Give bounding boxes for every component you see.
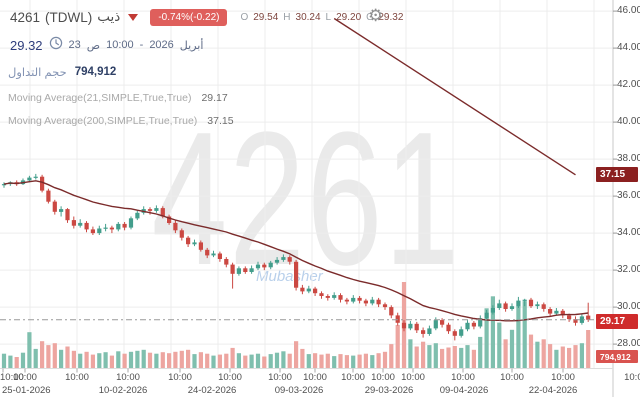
high-label: H bbox=[283, 11, 291, 23]
date-axis-label: 09-03-2026 bbox=[274, 385, 324, 396]
date-axis-label: 22-04-2026 bbox=[528, 385, 578, 396]
close-label: C bbox=[366, 11, 374, 23]
time-axis-label: 10:00 bbox=[341, 372, 365, 383]
high-value: 30.24 bbox=[295, 11, 321, 23]
time-axis-label: 10:00 bbox=[13, 372, 37, 383]
price-axis-label: 36.00 bbox=[617, 190, 640, 202]
date-axis-label: 29-03-2026 bbox=[364, 385, 414, 396]
price-axis-label: 44.00 bbox=[617, 42, 640, 54]
last-price-row: 29.32 23 ص 10:00 - 2026 أبريل bbox=[10, 36, 204, 55]
symbol-name-arabic: ذيب bbox=[97, 9, 121, 24]
ma21-value-badge: 29.17 bbox=[596, 314, 638, 330]
change-badge: -0.74%(-0.22) bbox=[150, 8, 228, 26]
ohlc-readout: O 29.54 H 30.24 L 29.20 C 29.32 bbox=[240, 12, 403, 23]
time-axis-label: 10:00 bbox=[168, 372, 192, 383]
price-axis-label: 38.00 bbox=[617, 153, 640, 165]
indicator-ma200-label: Moving Average(200,SIMPLE,True,True) bbox=[8, 115, 198, 127]
open-value: 29.54 bbox=[253, 11, 279, 23]
volume-label-arabic: حجم التداول bbox=[8, 67, 67, 79]
indicator-ma21-value: 29.17 bbox=[201, 92, 228, 104]
time-axis-label: 10:00 bbox=[218, 372, 242, 383]
date-axis-label: 24-02-2026 bbox=[187, 385, 237, 396]
low-label: L bbox=[325, 11, 332, 23]
time-axis-label: 10:00 bbox=[451, 372, 475, 383]
symbol-code: 4261 bbox=[10, 9, 41, 25]
settings-gear-icon[interactable]: ⚙ bbox=[368, 6, 384, 25]
time-axis-label: 10:00 bbox=[551, 372, 575, 383]
time-axis-label: 10:00 bbox=[65, 372, 89, 383]
price-axis-label: 32.00 bbox=[617, 264, 640, 276]
volume-value-badge: 794,912 bbox=[596, 350, 638, 363]
ma200-value-badge: 37.15 bbox=[596, 166, 638, 182]
price-axis-label: 30.00 bbox=[617, 301, 640, 313]
indicator-ma200[interactable]: Moving Average(200,SIMPLE,True,True) 37.… bbox=[8, 114, 234, 128]
time-axis-label: 10:00 bbox=[116, 372, 140, 383]
price-axis-label: 28.00 bbox=[617, 338, 640, 350]
open-label: O bbox=[240, 11, 249, 23]
indicator-ma21-label: Moving Average(21,SIMPLE,True,True) bbox=[8, 92, 192, 104]
date-axis-label: 09-04-2026 bbox=[439, 385, 489, 396]
time-axis-label: 10:00 bbox=[268, 372, 292, 383]
volume-value: 794,912 bbox=[74, 66, 117, 78]
symbol-exchange: (TDWL) bbox=[45, 9, 93, 25]
price-axis-label: 34.00 bbox=[617, 227, 640, 239]
time-axis-label: 10:00 bbox=[624, 372, 640, 383]
bar-meridiem: ص bbox=[86, 39, 101, 52]
time-axis-label: 10:00 bbox=[0, 372, 24, 383]
date-axis-label: 25-01-2026 bbox=[2, 385, 51, 396]
symbol-header[interactable]: 4261 (TDWL) ذيب -0.74%(-0.22) O 29.54 H … bbox=[10, 8, 403, 26]
bar-year: 2026 bbox=[149, 39, 174, 51]
price-axis-label: 40.00 bbox=[617, 116, 640, 128]
last-price: 29.32 bbox=[10, 37, 43, 53]
bar-month-arabic: أبريل bbox=[179, 39, 204, 52]
time-axis-label: 10:00 bbox=[401, 372, 425, 383]
bar-separator: - bbox=[139, 39, 144, 51]
volume-row: حجم التداول 794,912 bbox=[8, 64, 116, 80]
bar-day: 23 bbox=[68, 39, 81, 51]
time-axis-label: 10:00 bbox=[500, 372, 524, 383]
symbol-dropdown-icon[interactable] bbox=[128, 13, 139, 21]
close-value: 29.32 bbox=[378, 11, 404, 23]
indicator-ma200-value: 37.15 bbox=[207, 115, 234, 127]
price-axis-label: 42.00 bbox=[617, 79, 640, 91]
indicator-ma21[interactable]: Moving Average(21,SIMPLE,True,True) 29.1… bbox=[8, 91, 228, 105]
low-value: 29.20 bbox=[336, 11, 362, 23]
time-axis-label: 10:00 bbox=[303, 372, 327, 383]
date-axis-label: 10-02-2026 bbox=[98, 385, 148, 396]
clock-icon bbox=[49, 36, 63, 55]
time-axis-label: 10:00 bbox=[371, 372, 395, 383]
bar-time: 10:00 bbox=[106, 39, 134, 51]
price-axis-label: 46.00 bbox=[617, 5, 640, 17]
